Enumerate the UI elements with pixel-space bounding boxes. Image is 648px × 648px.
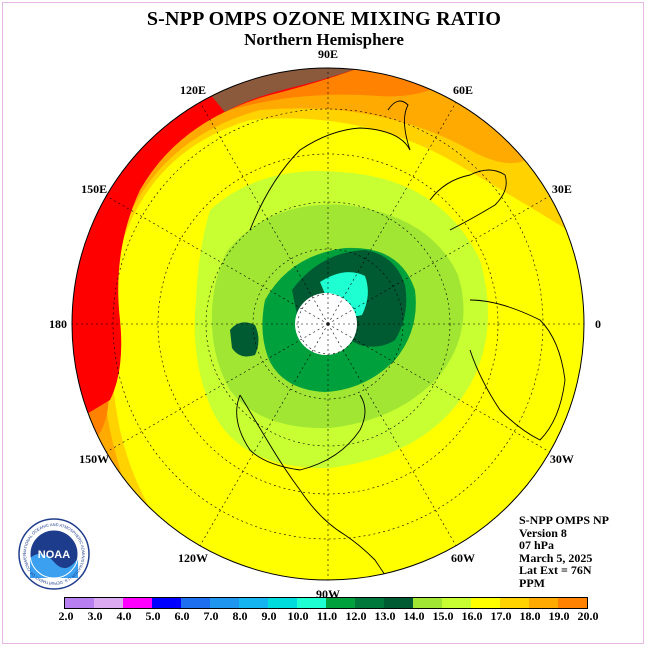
field-19-20 — [72, 68, 380, 430]
map-title: S-NPP OMPS OZONE MIXING RATIO — [146, 8, 502, 30]
logo-inner-ring — [29, 529, 79, 579]
colorbar-tick-label: 20.0 — [577, 609, 599, 623]
info-version: Version 8 — [519, 525, 567, 540]
longitude-label: 120E — [180, 83, 206, 97]
longitude-label: 150E — [81, 182, 107, 196]
colorbar-swatch — [65, 598, 94, 608]
colorbar-tick-label: 16.0 — [461, 609, 483, 623]
info-block: S-NPP OMPS NP Version 8 07 hPa March 5, … — [519, 514, 609, 589]
field-11-12-small — [230, 322, 259, 357]
longitude-label: 0 — [595, 317, 601, 331]
colorbar-tick-label: 8.0 — [232, 609, 248, 623]
colorbar-swatch — [94, 598, 123, 608]
colorbar-tick-label: 2.0 — [58, 609, 74, 623]
colorbar-tick-label: 18.0 — [519, 609, 541, 623]
colorbar-swatch — [355, 598, 384, 608]
colorbar-swatch — [297, 598, 326, 608]
colorbar-swatch — [384, 598, 413, 608]
ozone-field — [72, 68, 584, 580]
colorbar-tick-label: 19.0 — [548, 609, 570, 623]
logo-wave — [30, 553, 78, 578]
coast-america — [239, 394, 396, 580]
colorbar-tick-label: 7.0 — [203, 609, 219, 623]
colorbar — [64, 597, 588, 609]
colorbar-swatch — [268, 598, 297, 608]
colorbar-swatch — [442, 598, 471, 608]
colorbar-tick-label: 12.0 — [345, 609, 367, 623]
colorbar-tick-label: 17.0 — [490, 609, 512, 623]
info-date: March 5, 2025 — [519, 550, 593, 565]
longitude-label: 180 — [49, 317, 67, 331]
colorbar-swatch — [529, 598, 558, 608]
colorbar-tick-label: 11.0 — [316, 609, 338, 623]
colorbar-swatch — [123, 598, 152, 608]
coast-europe — [429, 169, 507, 231]
colorbar-swatch — [471, 598, 500, 608]
colorbar-swatch — [500, 598, 529, 608]
coast-asia — [249, 127, 411, 231]
colorbar-swatch — [239, 598, 268, 608]
longitude-label: 30W — [550, 452, 574, 466]
longitude-label: 90E — [318, 47, 338, 61]
colorbar-tick-label: 13.0 — [374, 609, 396, 623]
colorbar-tick-label: 6.0 — [174, 609, 190, 623]
longitude-label: 150W — [79, 452, 109, 466]
colorbar-tick-label: 3.0 — [87, 609, 103, 623]
coast-north-america — [236, 394, 366, 471]
colorbar-ticks: 2.0 3.0 4.0 5.0 6.0 7.0 8.0 9.0 10.0 11.0 12.0 13.0… — [50, 609, 610, 623]
coastlines — [236, 100, 566, 580]
map-subtitle: Northern Hemisphere — [244, 30, 404, 49]
colorbar-swatch — [326, 598, 355, 608]
colorbar-tick-label: 4.0 — [116, 609, 132, 623]
colorbar-swatch — [413, 598, 442, 608]
coast-india — [387, 100, 411, 151]
logo-text: NOAA — [38, 549, 70, 561]
colorbar-swatch — [210, 598, 239, 608]
info-units: PPM — [519, 575, 545, 590]
coast-africa — [469, 299, 566, 441]
colorbar-tick-label: 10.0 — [287, 609, 309, 623]
colorbar-tick-label: 14.0 — [403, 609, 425, 623]
info-lat-ext: Lat Ext = 76N — [519, 563, 592, 577]
colorbar-tick-label: 15.0 — [432, 609, 454, 623]
longitude-label: 60E — [453, 83, 473, 97]
noaa-logo: NOAA NATIONAL OCEANIC AND ATMOSPHERIC AD… — [18, 518, 90, 590]
colorbar-swatch — [558, 598, 587, 608]
info-level: 07 hPa — [519, 538, 555, 552]
colorbar-tick-label: 5.0 — [145, 609, 161, 623]
colorbar-swatch — [152, 598, 181, 608]
map-boundary — [71, 67, 585, 581]
info-instrument: S-NPP OMPS NP — [519, 513, 609, 527]
longitude-label: 60W — [451, 551, 475, 565]
longitude-label: 120W — [178, 551, 208, 565]
colorbar-tick-label: 9.0 — [261, 609, 277, 623]
colorbar-swatch — [181, 598, 210, 608]
longitude-label: 30E — [552, 182, 572, 196]
